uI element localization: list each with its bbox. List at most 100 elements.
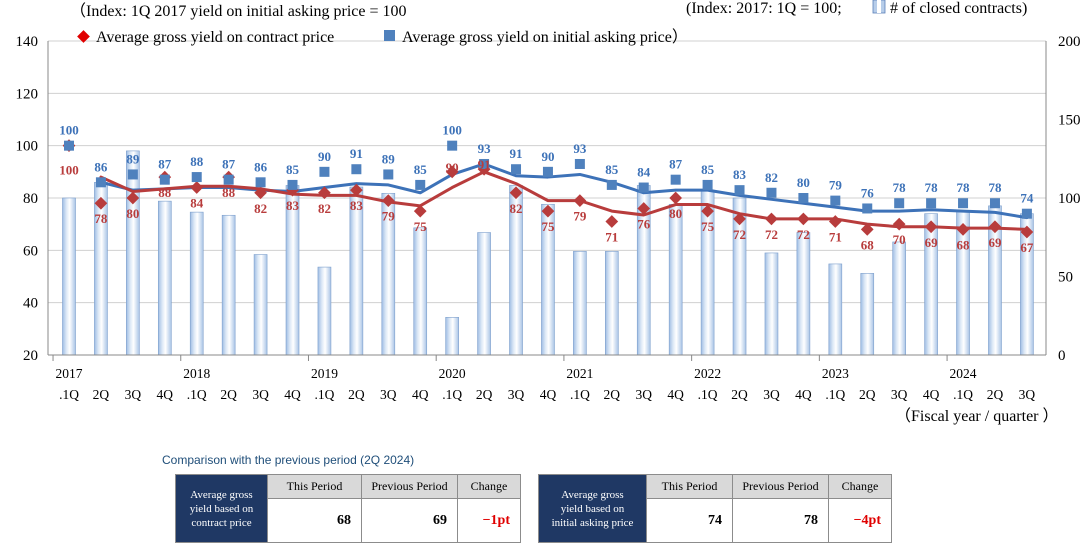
marker-asking-price: [702, 179, 713, 190]
line-asking-price: [99, 162, 1029, 220]
data-label-contract-price: 70: [893, 232, 906, 247]
data-label-asking-price: 78: [988, 180, 1002, 195]
data-label-asking-price: 86: [94, 159, 108, 174]
data-label-asking-price: 85: [286, 162, 300, 177]
data-label-contract-price: 79: [573, 209, 587, 224]
bar: [126, 150, 140, 356]
x-quarter-label: 2Q: [731, 387, 748, 402]
x-quarter-label: 2Q: [93, 387, 110, 402]
marker-asking-price: [670, 174, 681, 185]
data-label-contract-price: 75: [541, 219, 555, 234]
data-label-asking-price: 87: [669, 157, 683, 172]
marker-contract-price: [828, 215, 842, 228]
y-left-tick-label: 80: [23, 191, 38, 207]
bar: [605, 251, 619, 356]
data-label-contract-price: 72: [765, 227, 778, 242]
marker-asking-price: [766, 187, 777, 198]
bar: [317, 266, 332, 356]
marker-asking-price: [415, 179, 426, 190]
row-header-line-2: yield based on: [189, 502, 254, 515]
x-quarter-label: 4Q: [540, 387, 557, 402]
data-label-contract-price: 90: [446, 160, 459, 175]
bar: [860, 273, 875, 356]
y-left-tick-label: 140: [16, 34, 39, 50]
x-quarter-label: 4Q: [667, 387, 684, 402]
row-header-line-2: yield based on: [560, 502, 625, 515]
row-header-line-3: contract price: [191, 516, 252, 529]
data-label-asking-price: 91: [510, 146, 523, 161]
x-quarter-label: .1Q: [59, 387, 79, 402]
data-label-asking-price: 84: [637, 165, 651, 180]
x-quarter-label: 3Q: [891, 387, 908, 402]
data-label-contract-price: 79: [382, 209, 396, 224]
y-right-tick-label: 0: [1058, 348, 1066, 364]
x-quarter-label: 3Q: [635, 387, 652, 402]
col-previous-period: Previous Period: [361, 474, 458, 499]
marker-asking-price: [734, 185, 745, 196]
data-label-asking-price: 90: [318, 149, 331, 164]
data-label-asking-price: 93: [573, 141, 587, 156]
data-label-contract-price: 71: [829, 230, 842, 245]
value-previous-period: 69: [361, 498, 458, 543]
data-label-asking-price: 89: [382, 151, 396, 166]
data-label-contract-price: 82: [254, 201, 267, 216]
data-label-asking-price: 93: [478, 141, 492, 156]
x-quarter-label: .1Q: [187, 387, 207, 402]
data-label-contract-price: 91: [478, 157, 491, 172]
data-label-asking-price: 85: [701, 162, 715, 177]
marker-asking-price: [351, 164, 362, 175]
data-label-asking-price: 78: [893, 180, 907, 195]
row-header-line-3: initial asking price: [551, 516, 634, 529]
data-label-asking-price: 89: [126, 151, 140, 166]
bar: [796, 232, 811, 356]
marker-contract-price: [605, 215, 619, 228]
row-header-contract: Average gross yield based on contract pr…: [175, 474, 268, 543]
x-axis-title: （Fiscal year / quarter ）: [895, 407, 1059, 425]
col-previous-period: Previous Period: [732, 474, 829, 499]
bar: [253, 254, 268, 356]
comparison-caption: Comparison with the previous period (2Q …: [162, 453, 415, 467]
data-label-contract-price: 78: [94, 211, 108, 226]
y-left-tick-label: 20: [23, 348, 38, 364]
x-quarter-label: 2Q: [220, 387, 237, 402]
x-quarter-label: 2Q: [987, 387, 1004, 402]
value-this-period: 68: [267, 498, 362, 543]
bar: [477, 232, 491, 356]
bar: [892, 241, 906, 356]
x-quarter-label: .1Q: [315, 387, 335, 402]
bar-series-closed-contracts: [62, 150, 1034, 356]
chart-subtitle-right: (Index: 2017: 1Q = 100;: [686, 0, 842, 17]
data-label-contract-price: 71: [605, 230, 618, 245]
data-label-contract-price: 82: [318, 201, 331, 216]
x-year-label: 2020: [439, 366, 466, 381]
marker-contract-price: [254, 186, 267, 200]
marker-asking-price: [830, 195, 841, 206]
y-right-tick-label: 100: [1058, 191, 1081, 207]
y-left-tick-label: 60: [23, 243, 38, 259]
y-right-tick-label: 150: [1058, 113, 1081, 129]
x-quarter-label: .1Q: [698, 387, 718, 402]
y-right-tick-label: 200: [1058, 34, 1081, 50]
data-label-asking-price: 79: [829, 178, 843, 193]
marker-asking-price: [862, 203, 873, 214]
data-label-contract-price: 80: [669, 206, 682, 221]
bar: [668, 203, 683, 356]
row-header-line-1: Average gross: [190, 488, 253, 501]
y-left-tick-label: 120: [16, 86, 39, 102]
data-label-contract-price: 82: [510, 201, 523, 216]
x-year-label: 2018: [183, 366, 210, 381]
legend-blue-marker: [384, 30, 395, 41]
data-label-contract-price: 84: [190, 196, 204, 211]
data-label-asking-price: 83: [733, 167, 747, 182]
y-left-tick-label: 100: [16, 139, 39, 155]
chart-subtitle-left: （Index: 1Q 2017 yield on initial asking …: [70, 2, 407, 20]
x-year-label: 2021: [566, 366, 593, 381]
bar: [573, 251, 587, 356]
marker-asking-price: [95, 177, 106, 188]
y-right-tick-label: 50: [1058, 270, 1073, 286]
bar: [157, 200, 172, 356]
data-label-contract-price: 68: [861, 237, 875, 252]
marker-contract-price: [381, 194, 395, 207]
marker-contract-price: [318, 186, 331, 200]
